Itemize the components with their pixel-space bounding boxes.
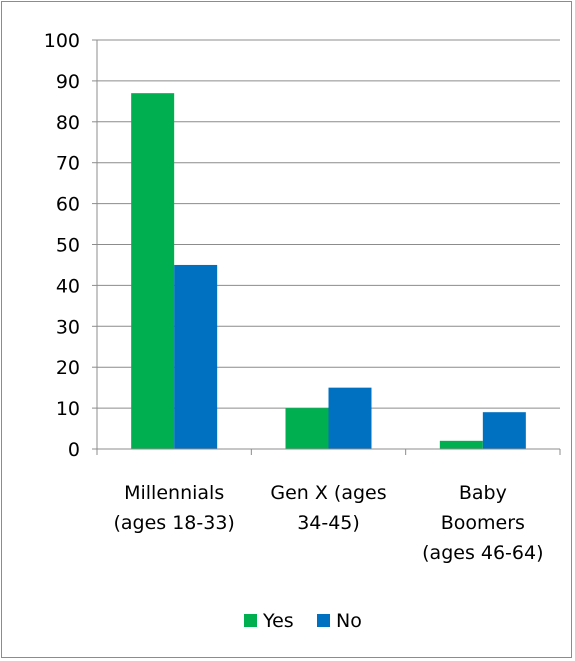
bar-yes	[285, 408, 329, 449]
y-tick-label: 80	[56, 112, 80, 134]
y-tick-label: 60	[56, 194, 80, 216]
x-tick-label: Gen X (ages	[270, 482, 386, 504]
x-tick-label: Millennials	[124, 482, 224, 504]
bars	[131, 93, 526, 450]
y-tick-label: 20	[56, 357, 80, 379]
bar-no	[328, 387, 372, 449]
bar-yes	[131, 93, 175, 450]
y-tick-label: 70	[56, 153, 80, 175]
x-tick-label: (ages 46-64)	[422, 542, 543, 564]
bar-no	[482, 412, 526, 449]
x-tick-label: (ages 18-33)	[113, 512, 234, 534]
x-tick-label: 34-45)	[297, 512, 360, 534]
legend-label-no: No	[336, 610, 362, 632]
y-tick-label: 0	[68, 439, 80, 461]
y-tick-label: 50	[56, 235, 80, 257]
legend: Yes No	[244, 610, 362, 632]
y-tick-label: 40	[56, 275, 80, 297]
x-tick-label: Boomers	[441, 512, 525, 534]
y-tick-label: 90	[56, 71, 80, 93]
y-tick-label: 100	[44, 30, 80, 52]
legend-swatch-no	[317, 614, 330, 627]
x-axis: Millennials (ages 18-33) Gen X (ages 34-45)…	[96, 448, 561, 564]
bar-yes	[439, 440, 483, 449]
y-axis: 0 10 20 30 40 50 60 70 80 90 100	[44, 30, 98, 461]
x-tick-label: Baby	[459, 482, 507, 504]
y-tick-label: 10	[56, 398, 80, 420]
bar-no	[174, 264, 218, 449]
y-tick-label: 30	[56, 316, 80, 338]
legend-swatch-yes	[244, 614, 257, 627]
legend-label-yes: Yes	[262, 610, 294, 632]
